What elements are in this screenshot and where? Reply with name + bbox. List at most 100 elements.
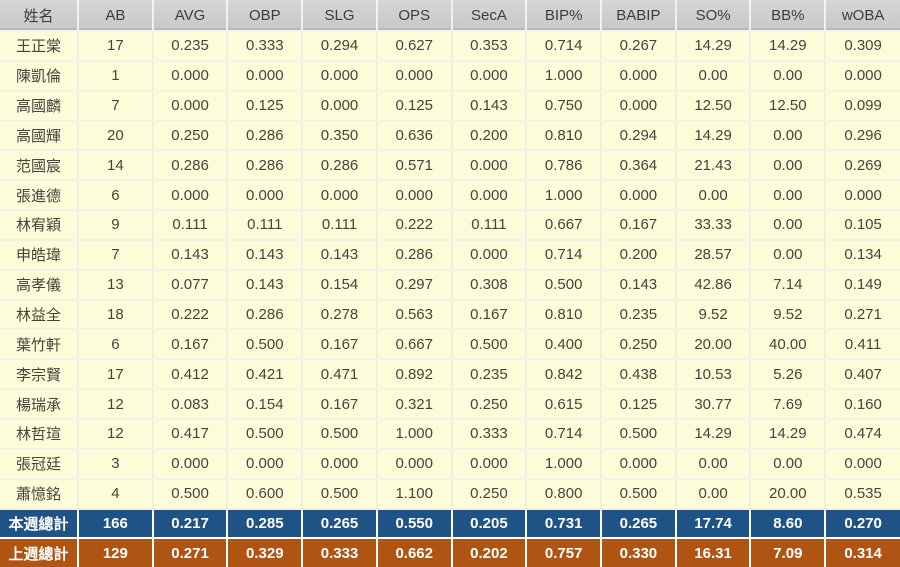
stat-cell: 0.154 [227, 389, 304, 420]
stat-cell: 0.000 [302, 90, 378, 122]
stat-cell: 6 [78, 329, 154, 361]
stat-cell: 0.250 [451, 389, 528, 420]
stat-cell: 0.714 [526, 239, 603, 271]
stat-cell: 0.105 [825, 210, 900, 241]
column-header: AB [78, 0, 154, 32]
stat-cell: 0.321 [376, 389, 453, 420]
stat-cell: 0.842 [526, 359, 603, 391]
stat-cell: 0.143 [601, 269, 677, 301]
total-stat-cell: 129 [78, 538, 154, 567]
player-name-cell: 張冠廷 [0, 448, 79, 480]
stat-cell: 9 [78, 210, 154, 241]
stat-cell: 0.350 [302, 120, 378, 152]
stat-cell: 0.471 [302, 359, 378, 391]
stat-cell: 0.125 [601, 389, 677, 420]
stat-cell: 0.167 [601, 210, 677, 241]
column-header: wOBA [825, 0, 900, 32]
stat-cell: 0.294 [302, 31, 378, 62]
stat-cell: 0.235 [601, 299, 677, 331]
stat-cell: 5.26 [750, 359, 827, 391]
total-stat-cell: 166 [78, 508, 154, 540]
stat-cell: 12.50 [675, 90, 752, 122]
stat-cell: 0.400 [526, 329, 603, 361]
total-stat-cell: 0.731 [526, 508, 603, 540]
stat-cell: 0.297 [376, 269, 453, 301]
stat-cell: 18 [78, 299, 154, 331]
stat-cell: 0.500 [302, 418, 378, 450]
player-row: 葉竹軒 6 0.167 0.500 0.167 0.667 0.500 0.400 0.250 2… [0, 329, 900, 361]
stat-cell: 0.421 [227, 359, 304, 391]
total-stat-cell: 0.329 [227, 538, 304, 567]
player-row: 張進德 6 0.000 0.000 0.000 0.000 0.000 1.000 0.000 0… [0, 180, 900, 212]
stat-cell: 21.43 [675, 150, 752, 182]
stat-cell: 0.000 [451, 60, 528, 92]
stat-cell: 0.00 [675, 60, 752, 92]
column-header: BIP% [526, 0, 603, 32]
stat-cell: 0.364 [601, 150, 677, 182]
stat-cell: 0.810 [526, 120, 603, 152]
player-row: 林宥穎 9 0.111 0.111 0.111 0.222 0.111 0.667 0.167 3… [0, 210, 900, 241]
stat-cell: 0.000 [227, 180, 304, 212]
total-stat-cell: 17.74 [675, 508, 752, 540]
stat-cell: 0.143 [302, 239, 378, 271]
stat-cell: 7.14 [750, 269, 827, 301]
column-header: BABIP [601, 0, 677, 32]
player-row: 李宗賢 17 0.412 0.421 0.471 0.892 0.235 0.842 0.438… [0, 359, 900, 391]
stat-cell: 0.000 [152, 448, 229, 480]
stat-cell: 0.00 [750, 60, 827, 92]
stat-cell: 1.000 [526, 448, 603, 480]
stat-cell: 0.308 [451, 269, 528, 301]
stat-cell: 0.714 [526, 31, 603, 62]
stat-cell: 0.333 [227, 31, 304, 62]
stat-cell: 20.00 [750, 478, 827, 510]
stat-cell: 14.29 [750, 418, 827, 450]
player-row: 高國麟 7 0.000 0.125 0.000 0.125 0.143 0.750 0.000 1… [0, 90, 900, 122]
player-row: 申皓瑋 7 0.143 0.143 0.143 0.286 0.000 0.714 0.200 2… [0, 239, 900, 271]
stat-cell: 0.099 [825, 90, 900, 122]
player-name-cell: 林宥穎 [0, 210, 79, 241]
player-name-cell: 葉竹軒 [0, 329, 79, 361]
stat-cell: 0.160 [825, 389, 900, 420]
stat-cell: 3 [78, 448, 154, 480]
total-stat-cell: 0.217 [152, 508, 229, 540]
stat-cell: 0.810 [526, 299, 603, 331]
stat-cell: 0.407 [825, 359, 900, 391]
stat-cell: 17 [78, 31, 154, 62]
stat-cell: 0.000 [601, 180, 677, 212]
stat-cell: 0.286 [227, 120, 304, 152]
player-row: 高國輝 20 0.250 0.286 0.350 0.636 0.200 0.810 0.294… [0, 120, 900, 152]
player-name-cell: 李宗賢 [0, 359, 79, 391]
stat-cell: 0.000 [376, 60, 453, 92]
player-row: 蕭憶銘 4 0.500 0.600 0.500 1.100 0.250 0.800 0.500 0… [0, 478, 900, 510]
stat-cell: 0.000 [376, 448, 453, 480]
column-header: OBP [227, 0, 304, 32]
stat-cell: 0.167 [302, 389, 378, 420]
stat-cell: 33.33 [675, 210, 752, 241]
stat-cell: 1.000 [376, 418, 453, 450]
stat-cell: 0.296 [825, 120, 900, 152]
stat-cell: 0.627 [376, 31, 453, 62]
stat-cell: 28.57 [675, 239, 752, 271]
stat-cell: 42.86 [675, 269, 752, 301]
stat-cell: 7.69 [750, 389, 827, 420]
stat-cell: 20.00 [675, 329, 752, 361]
player-row: 范國宸 14 0.286 0.286 0.286 0.571 0.000 0.786 0.364… [0, 150, 900, 182]
stat-cell: 0.235 [152, 31, 229, 62]
stat-cell: 0.000 [451, 150, 528, 182]
stat-cell: 14.29 [750, 31, 827, 62]
stat-cell: 0.714 [526, 418, 603, 450]
stat-cell: 0.000 [601, 60, 677, 92]
stat-cell: 0.615 [526, 389, 603, 420]
stat-cell: 0.000 [302, 448, 378, 480]
total-stat-cell: 0.202 [451, 538, 528, 567]
stat-cell: 0.286 [302, 150, 378, 182]
stat-cell: 0.00 [750, 210, 827, 241]
stat-cell: 0.111 [227, 210, 304, 241]
stat-cell: 12.50 [750, 90, 827, 122]
stat-cell: 0.892 [376, 359, 453, 391]
stat-cell: 0.000 [227, 448, 304, 480]
stat-cell: 0.500 [451, 329, 528, 361]
stat-cell: 12 [78, 389, 154, 420]
stat-cell: 0.000 [227, 60, 304, 92]
stat-cell: 0.134 [825, 239, 900, 271]
